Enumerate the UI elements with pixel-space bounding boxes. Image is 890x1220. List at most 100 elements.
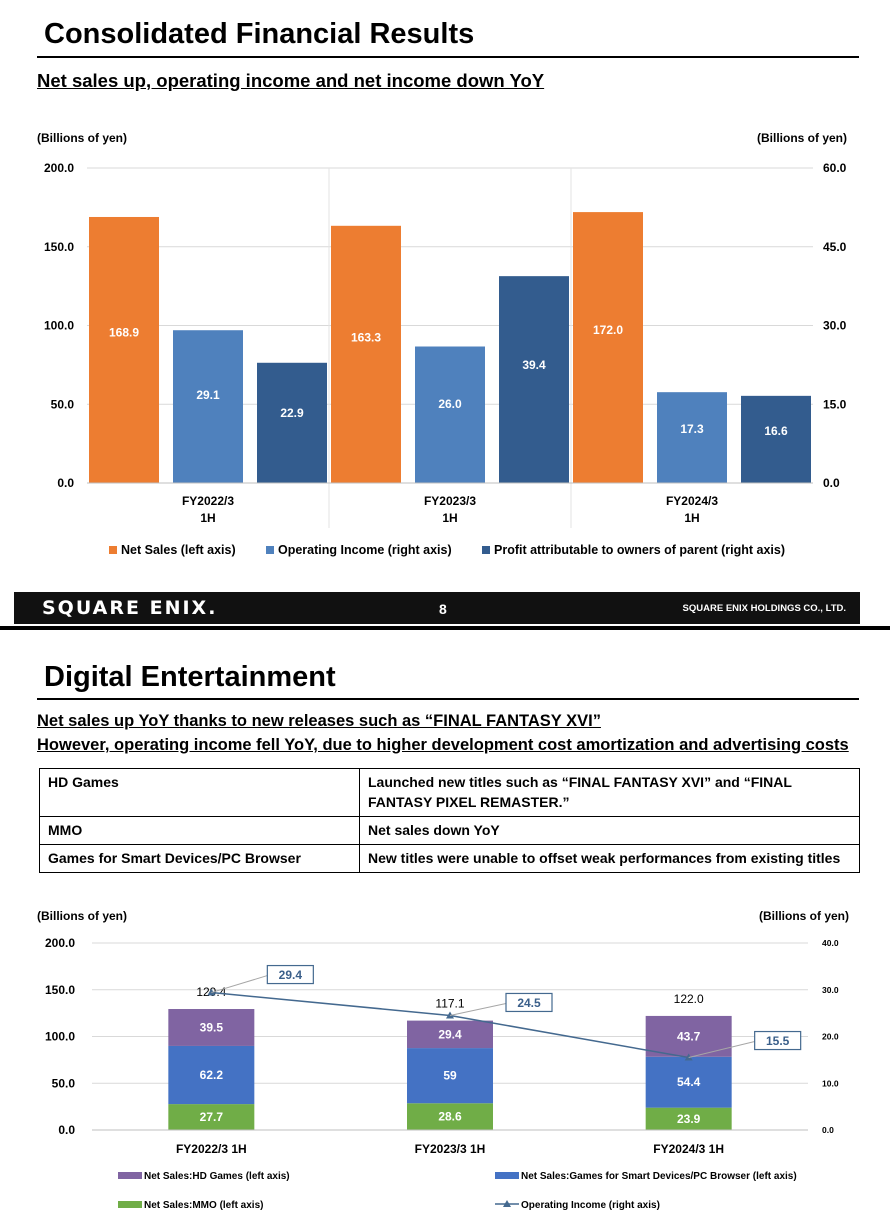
line-data-label: 24.5 (517, 996, 541, 1010)
bar-data-label: 29.1 (196, 388, 220, 402)
bar-data-label: 172.0 (593, 323, 623, 337)
total-label: 117.1 (435, 997, 464, 1011)
bar-data-label: 168.9 (109, 326, 139, 340)
bar-segment (645, 1056, 732, 1108)
x-tick-label: FY2022/3 (182, 494, 234, 508)
chart2-svg: 0.0 50.0 100.0 150.0 200.0 0.0 10.0 20.0 30.0 40.… (45, 936, 839, 1211)
x-tick-label: FY2024/3 (666, 494, 718, 508)
slide-divider (0, 626, 890, 630)
bar-data-label: 28.6 (438, 1110, 462, 1124)
y-tick-label-right: 30.0 (823, 319, 847, 333)
table-row: Games for Smart Devices/PC Browser New t… (39, 844, 860, 873)
table-cell-note: New titles were unable to offset weak pe… (359, 844, 860, 873)
y-tick-label-left: 100.0 (45, 1030, 75, 1044)
y-tick-label-left: 50.0 (51, 397, 75, 411)
chart1-svg: 0.0 50.0 100.0 150.0 200.0 0.0 15.0 30.0 45.0 60.… (44, 161, 847, 557)
segment-table: HD Games Launched new titles such as “FI… (39, 768, 860, 873)
company-name: SQUARE ENIX HOLDINGS CO., LTD. (682, 603, 846, 614)
legend-label: Profit attributable to owners of parent … (494, 543, 785, 557)
slide2-subtitle-line2: However, operating income fell YoY, due … (37, 736, 849, 754)
y-tick-label-right: 15.0 (823, 397, 847, 411)
y-tick-label-right: 60.0 (823, 161, 847, 175)
y-tick-label-right: 30.0 (822, 985, 839, 995)
y-tick-label-left: 0.0 (58, 1123, 75, 1137)
bar-data-label: 26.0 (438, 397, 462, 411)
bar-segment (645, 1107, 732, 1130)
x-tick-label: 1H (442, 511, 457, 525)
legend-swatch (266, 546, 274, 554)
leader-line (211, 975, 268, 994)
bar (173, 330, 243, 483)
bar-data-label: 22.9 (280, 406, 304, 420)
y-tick-label-left: 50.0 (52, 1076, 76, 1090)
y-tick-label-left: 150.0 (44, 240, 74, 254)
table-cell-note: Net sales down YoY (359, 816, 860, 845)
y-tick-label-right: 0.0 (823, 476, 840, 490)
y-tick-label-left: 200.0 (44, 161, 74, 175)
table-cell-segment: MMO (39, 816, 360, 845)
y-tick-label-left: 150.0 (45, 983, 75, 997)
bar-data-label: 39.5 (200, 1020, 224, 1034)
x-tick-label: FY2022/3 1H (176, 1142, 247, 1156)
bar-data-label: 62.2 (200, 1068, 224, 1082)
x-tick-label: 1H (200, 511, 215, 525)
slide1-subtitle: Net sales up, operating income and net i… (37, 70, 545, 91)
x-tick-label: FY2024/3 1H (653, 1142, 724, 1156)
y-tick-label-right: 20.0 (822, 1032, 839, 1042)
bar-data-label: 54.4 (677, 1075, 701, 1089)
leader-line (688, 1041, 755, 1059)
chart2-right-axis-unit: (Billions of yen) (759, 909, 849, 923)
legend-label: Net Sales (left axis) (121, 543, 236, 557)
table-row: MMO Net sales down YoY (39, 816, 860, 845)
page-number: 8 (439, 601, 447, 617)
bar-data-label: 39.4 (522, 358, 546, 372)
legend-swatch (109, 546, 117, 554)
bar (257, 362, 327, 483)
slide2-subtitle-line1: Net sales up YoY thanks to new releases … (37, 712, 601, 730)
line-data-label: 29.4 (279, 968, 303, 982)
bar-data-label: 163.3 (351, 331, 381, 345)
y-tick-label-left: 0.0 (57, 476, 74, 490)
bar-data-label: 43.7 (677, 1029, 701, 1043)
legend-label: Net Sales:MMO (left axis) (144, 1200, 263, 1211)
square-enix-logo: SQUARE ENIX. (42, 597, 218, 619)
slide1-title: Consolidated Financial Results (44, 18, 475, 50)
legend-line-marker (503, 1200, 511, 1207)
bar-data-label: 59 (443, 1069, 457, 1083)
line-data-label: 15.5 (766, 1034, 790, 1048)
bar (89, 216, 159, 484)
bar-data-label: 23.9 (677, 1112, 701, 1126)
bar-segment (407, 1103, 493, 1130)
bar (499, 276, 569, 483)
x-tick-label: FY2023/3 (424, 494, 476, 508)
table-cell-segment: HD Games (39, 768, 360, 817)
total-label: 122.0 (674, 992, 704, 1006)
line-label-box (266, 964, 314, 985)
chart2-left-axis-unit: (Billions of yen) (37, 909, 127, 923)
line-label-box (754, 1030, 802, 1051)
bar-segment (407, 1048, 493, 1104)
line-label-box (505, 992, 553, 1013)
y-tick-label-right: 45.0 (823, 240, 847, 254)
y-tick-label-left: 100.0 (44, 319, 74, 333)
x-tick-label: FY2023/3 1H (415, 1142, 486, 1156)
chart1-left-axis-unit: (Billions of yen) (37, 131, 127, 145)
legend-label: Net Sales:Games for Smart Devices/PC Bro… (521, 1171, 797, 1182)
table-row: HD Games Launched new titles such as “FI… (39, 768, 860, 817)
title-rule (37, 698, 859, 700)
bar-segment (168, 1104, 255, 1130)
y-tick-label-right: 0.0 (822, 1125, 834, 1135)
chart1-right-axis-unit: (Billions of yen) (757, 131, 847, 145)
title-rule (37, 56, 859, 58)
bar-segment (645, 1015, 732, 1057)
bar (331, 225, 401, 483)
bar (657, 392, 727, 483)
legend-swatch (495, 1172, 519, 1179)
legend-swatch (118, 1172, 142, 1179)
legend-swatch (118, 1201, 142, 1208)
y-tick-label-right: 40.0 (822, 938, 839, 948)
footer-bar: SQUARE ENIX. 8 SQUARE ENIX HOLDINGS CO.,… (14, 592, 860, 624)
x-tick-label: 1H (684, 511, 699, 525)
legend-label: Operating Income (right axis) (278, 543, 452, 557)
bar-segment (168, 1009, 255, 1046)
